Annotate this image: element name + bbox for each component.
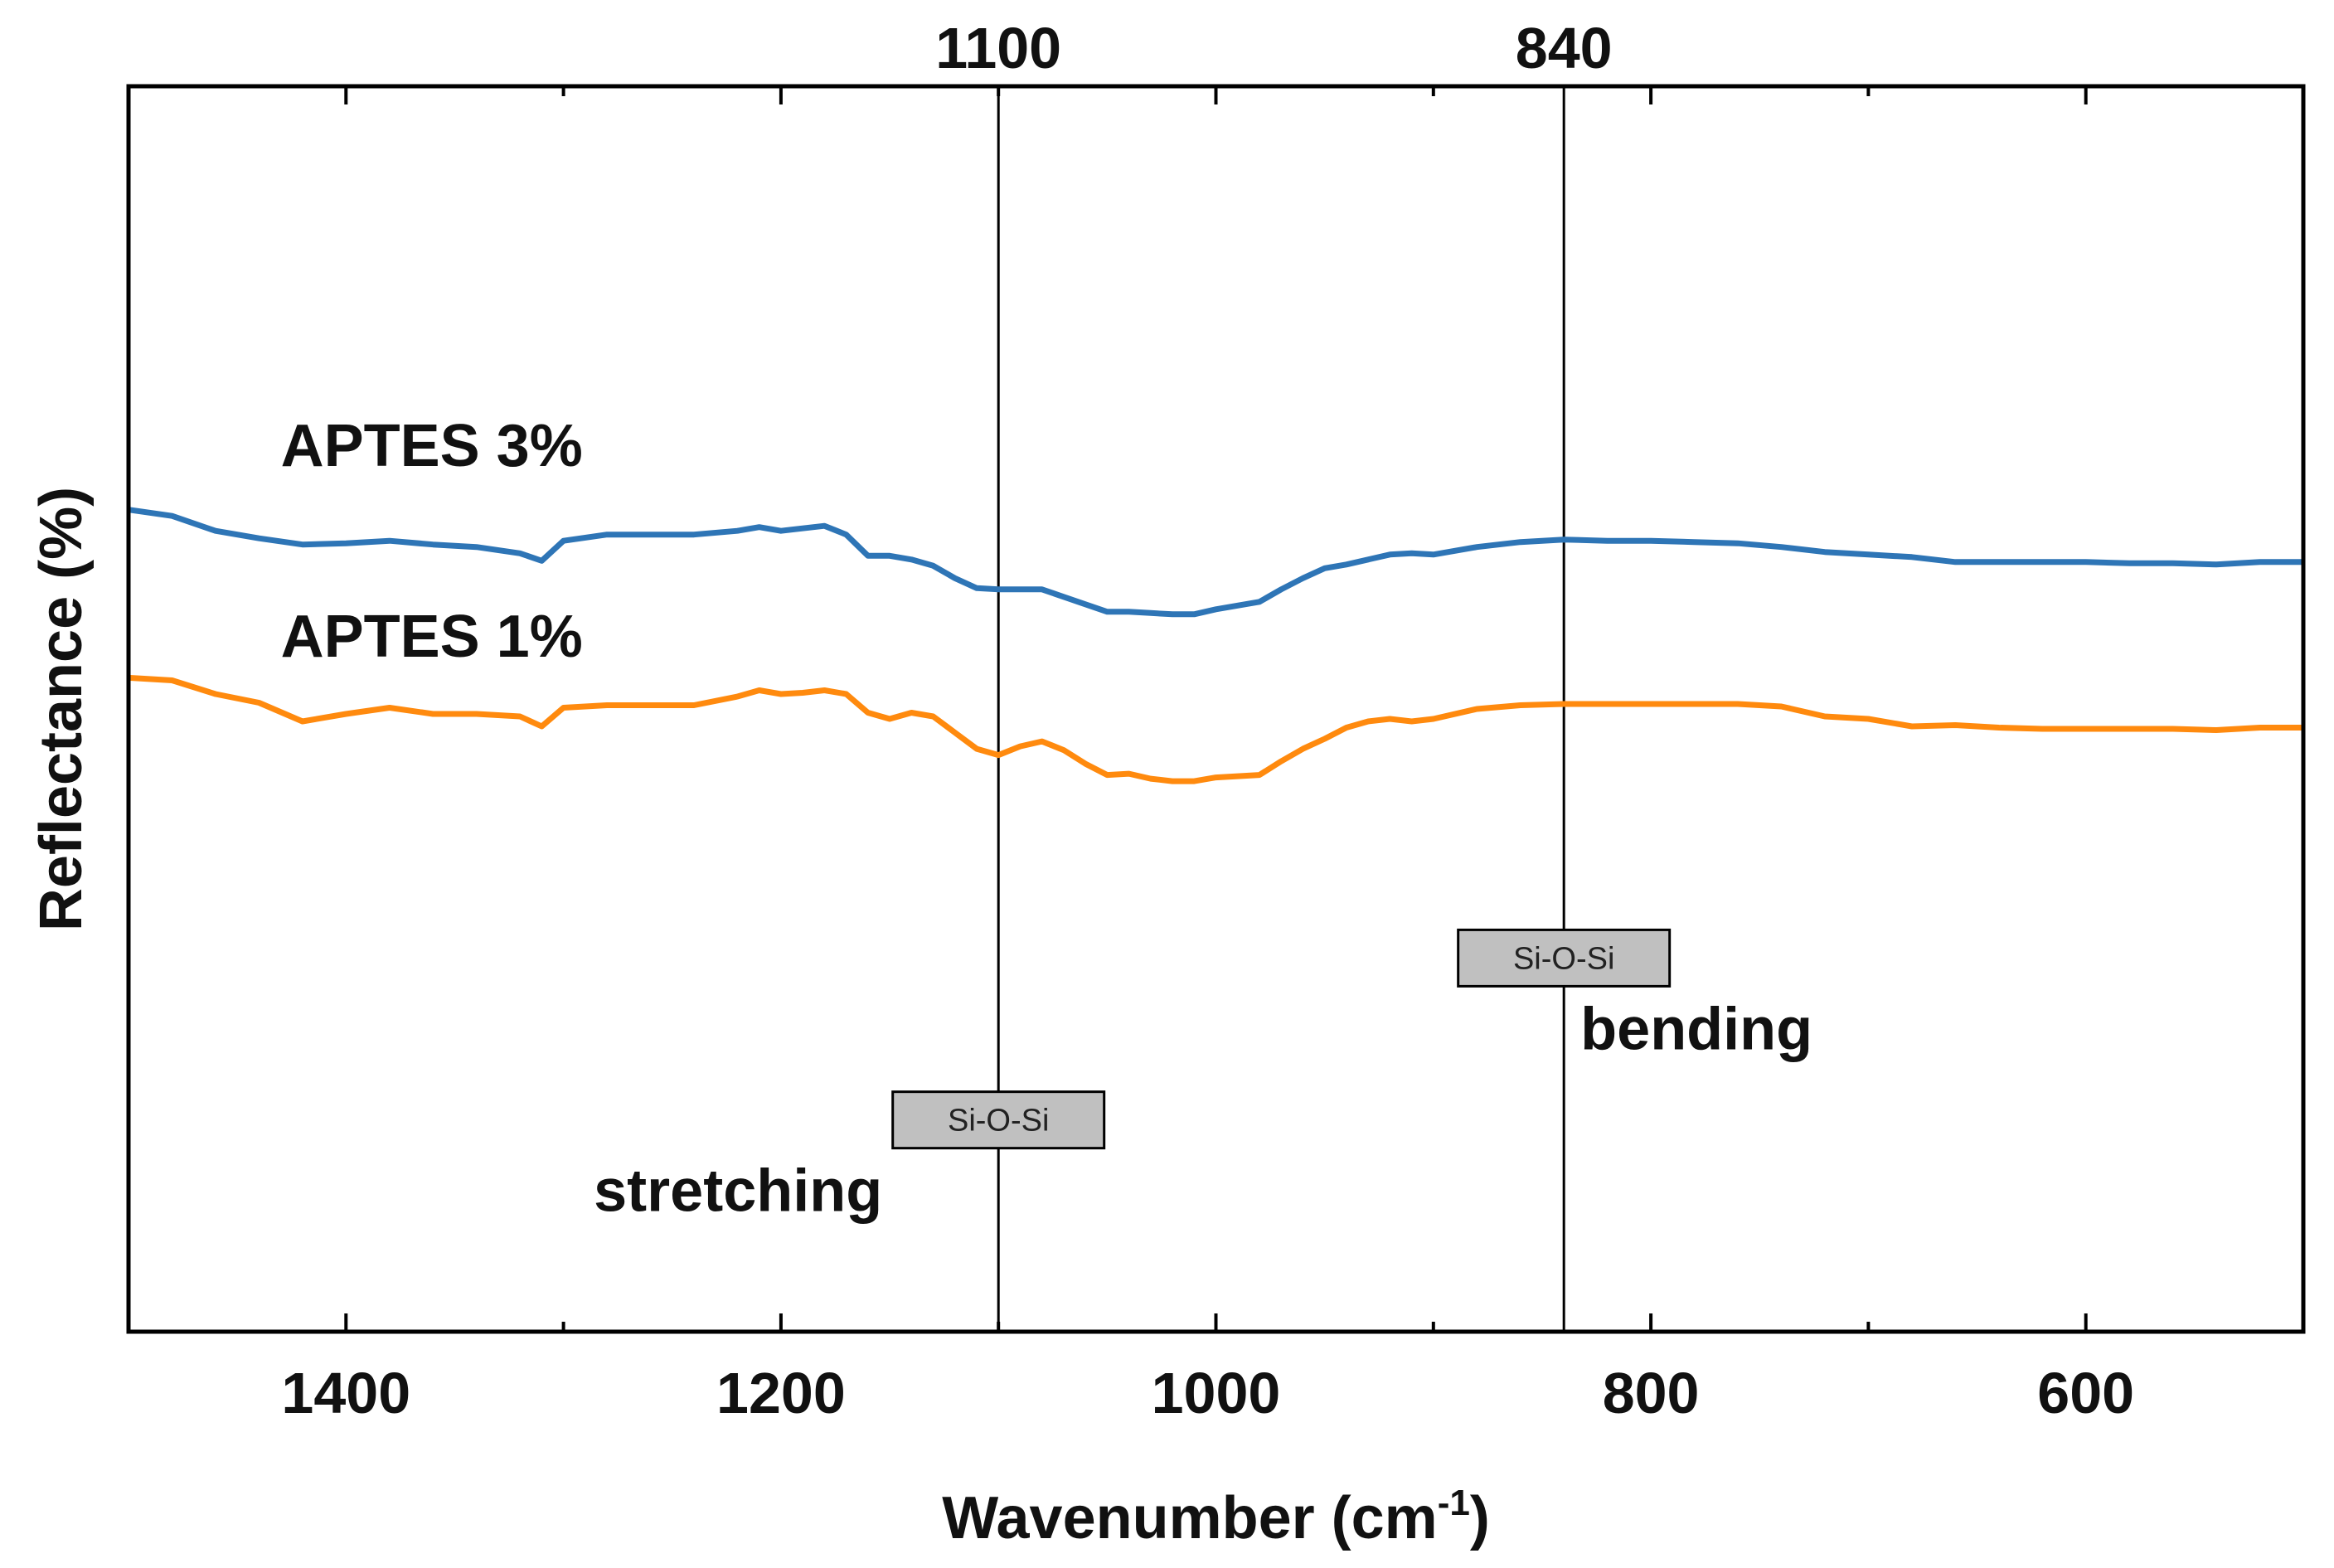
series-label-aptes-1: APTES 1% — [281, 604, 583, 670]
x-axis-title: Wavenumber (cm-1) — [942, 1483, 1490, 1551]
annotation-box-stretching — [891, 1090, 1106, 1150]
annotation-label-stretching: stretching — [594, 1158, 882, 1225]
series-label-aptes-3: APTES 3% — [281, 413, 583, 479]
annotation-bending: Si-O-Si bending — [1457, 928, 1812, 1062]
x-tick-label-600: 600 — [2037, 1361, 2134, 1425]
series-line-aptes-3 — [128, 507, 2303, 618]
reference-label-840: 840 — [1516, 16, 1613, 80]
reference-lines: 1100 840 — [935, 16, 1613, 1332]
x-axis-title-superscript: -1 — [1438, 1483, 1470, 1523]
x-tick-label-1200: 1200 — [716, 1361, 846, 1425]
x-tick-label-1400: 1400 — [281, 1361, 410, 1425]
series-line-aptes-1 — [128, 674, 2303, 784]
x-tick-label-800: 800 — [1603, 1361, 1700, 1425]
x-axis-title-main: Wavenumber (cm — [942, 1485, 1437, 1551]
annotation-label-bending: bending — [1580, 996, 1812, 1062]
y-axis-title: Reflectance (%) — [28, 487, 95, 931]
annotation-box-bending — [1457, 928, 1672, 988]
annotation-box-text-bending: Si-O-Si — [1513, 941, 1614, 976]
x-tick-label-1000: 1000 — [1152, 1361, 1281, 1425]
series-layer: APTES 3% APTES 1% — [128, 413, 2303, 784]
x-axis-title-close: ) — [1470, 1485, 1490, 1551]
annotation-stretching: Si-O-Si stretching — [594, 1090, 1106, 1225]
x-axis-ticks: 1400 1200 1000 800 600 — [127, 86, 2305, 1425]
annotation-box-text-stretching: Si-O-Si — [948, 1104, 1049, 1138]
reference-label-1100: 1100 — [935, 16, 1061, 80]
